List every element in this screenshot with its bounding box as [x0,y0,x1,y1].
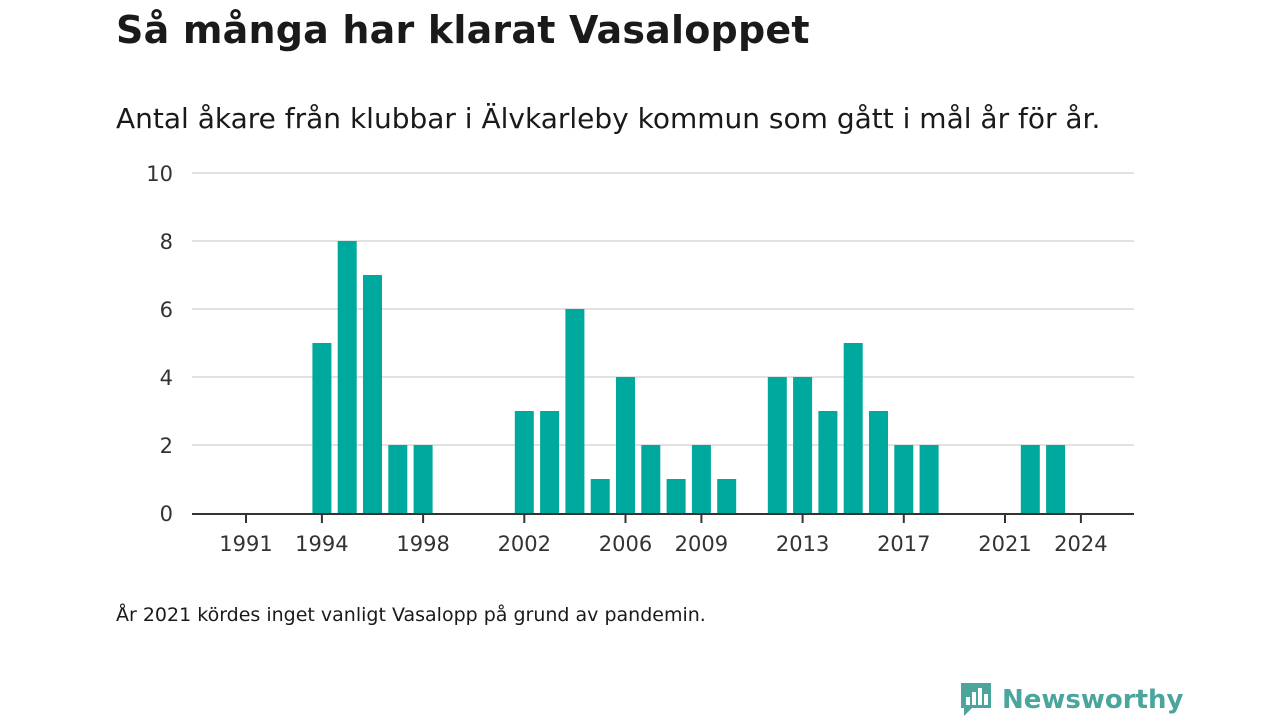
chart-footnote: År 2021 kördes inget vanligt Vasalopp på… [116,604,706,626]
bar-2022 [1020,445,1040,513]
x-tick-label: 2013 [776,532,829,556]
y-tick-label: 10 [146,162,173,186]
bar-2006 [616,377,635,513]
bar-2012 [767,377,787,513]
bar-chart: 1991 1994 1998 2002 2006 2009 2013 2017 2021 2024… [146,162,1134,556]
bar-2002 [514,411,534,513]
brand-logo: Newsworthy [958,680,1183,720]
bar-2017 [894,445,914,513]
bar-2018 [919,445,939,513]
bar-2015 [843,343,863,513]
bar-1995 [337,241,357,513]
y-tick-label: 0 [160,502,173,526]
x-axis: 1991 1994 1998 2002 2006 2009 2013 2017 2021 2024 [192,513,1134,556]
bar-2010 [717,479,737,513]
grid-lines [192,172,1134,446]
bar-2008 [666,479,686,513]
x-tick-label: 2002 [498,532,551,556]
bar-2004 [565,309,585,513]
y-tick-label: 6 [160,298,173,322]
chart-subtitle: Antal åkare från klubbar i Älvkarleby ko… [116,102,1101,135]
bar-1994 [312,343,332,513]
x-tick-label: 1994 [295,532,348,556]
bars [312,241,1066,513]
bar-1996 [363,275,382,513]
x-tick-label: 2017 [877,532,930,556]
newsworthy-logo-icon [961,683,991,716]
bar-2014 [818,411,838,513]
x-tick-label: 2021 [978,532,1031,556]
y-tick-label: 4 [160,366,173,390]
bar-1998 [413,445,433,513]
y-axis: 0 2 4 6 8 10 [146,162,173,526]
x-tick-label: 2009 [675,532,728,556]
chart-title: Så många har klarat Vasaloppet [116,8,810,52]
bar-2003 [540,411,560,513]
bar-2023 [1046,445,1066,513]
x-tick-label: 1991 [219,532,272,556]
brand-name: Newsworthy [1002,685,1184,715]
y-tick-label: 2 [160,434,173,458]
bar-2009 [691,445,711,513]
bar-2013 [793,377,813,513]
bar-2016 [869,411,888,513]
x-tick-label: 1998 [396,532,449,556]
y-tick-label: 8 [160,230,173,254]
x-tick-label: 2006 [599,532,652,556]
x-tick-label: 2024 [1054,532,1107,556]
bar-2005 [590,479,610,513]
bar-1997 [388,445,408,513]
bar-2007 [641,445,661,513]
